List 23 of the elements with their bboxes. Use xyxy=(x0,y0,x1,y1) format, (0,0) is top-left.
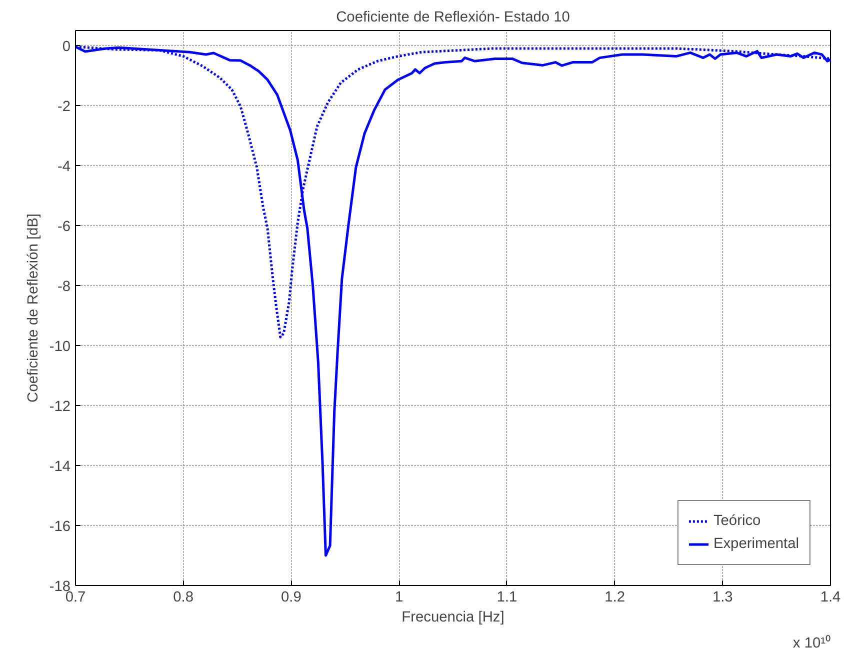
y-tick-label: 0 xyxy=(62,39,71,55)
y-tick-label: -10 xyxy=(49,339,71,355)
x-tick-label: 1.3 xyxy=(712,590,733,606)
y-tick-label: -16 xyxy=(49,519,71,535)
x-tick-label: 1 xyxy=(394,590,404,606)
y-tick-label: -4 xyxy=(57,159,71,175)
x-tick-label: 0.7 xyxy=(65,590,86,606)
x-tick-label: 1.4 xyxy=(820,590,841,606)
x-axis-title: Frecuencia [Hz] xyxy=(402,610,504,626)
x-tick-label: 1.2 xyxy=(604,590,625,606)
legend-label: Teórico xyxy=(713,513,761,529)
text: x 10¹⁰ xyxy=(792,634,831,652)
legend-label: Experimental xyxy=(713,536,799,552)
y-tick-label: -6 xyxy=(57,219,71,235)
chart-title: Coeficiente de Reflexión- Estado 10 xyxy=(336,10,570,26)
x-tick-label: 0.9 xyxy=(281,590,302,606)
y-tick-label: -14 xyxy=(49,459,71,475)
x-tick-label: 0.8 xyxy=(173,590,194,606)
y-axis-title: Coeficiente de Reflexión [dB] xyxy=(25,213,42,403)
y-tick-label: -12 xyxy=(49,399,71,415)
y-tick-label: -8 xyxy=(57,279,71,295)
x-tick-label: 1.1 xyxy=(496,590,518,606)
y-tick-label: -2 xyxy=(57,99,71,115)
